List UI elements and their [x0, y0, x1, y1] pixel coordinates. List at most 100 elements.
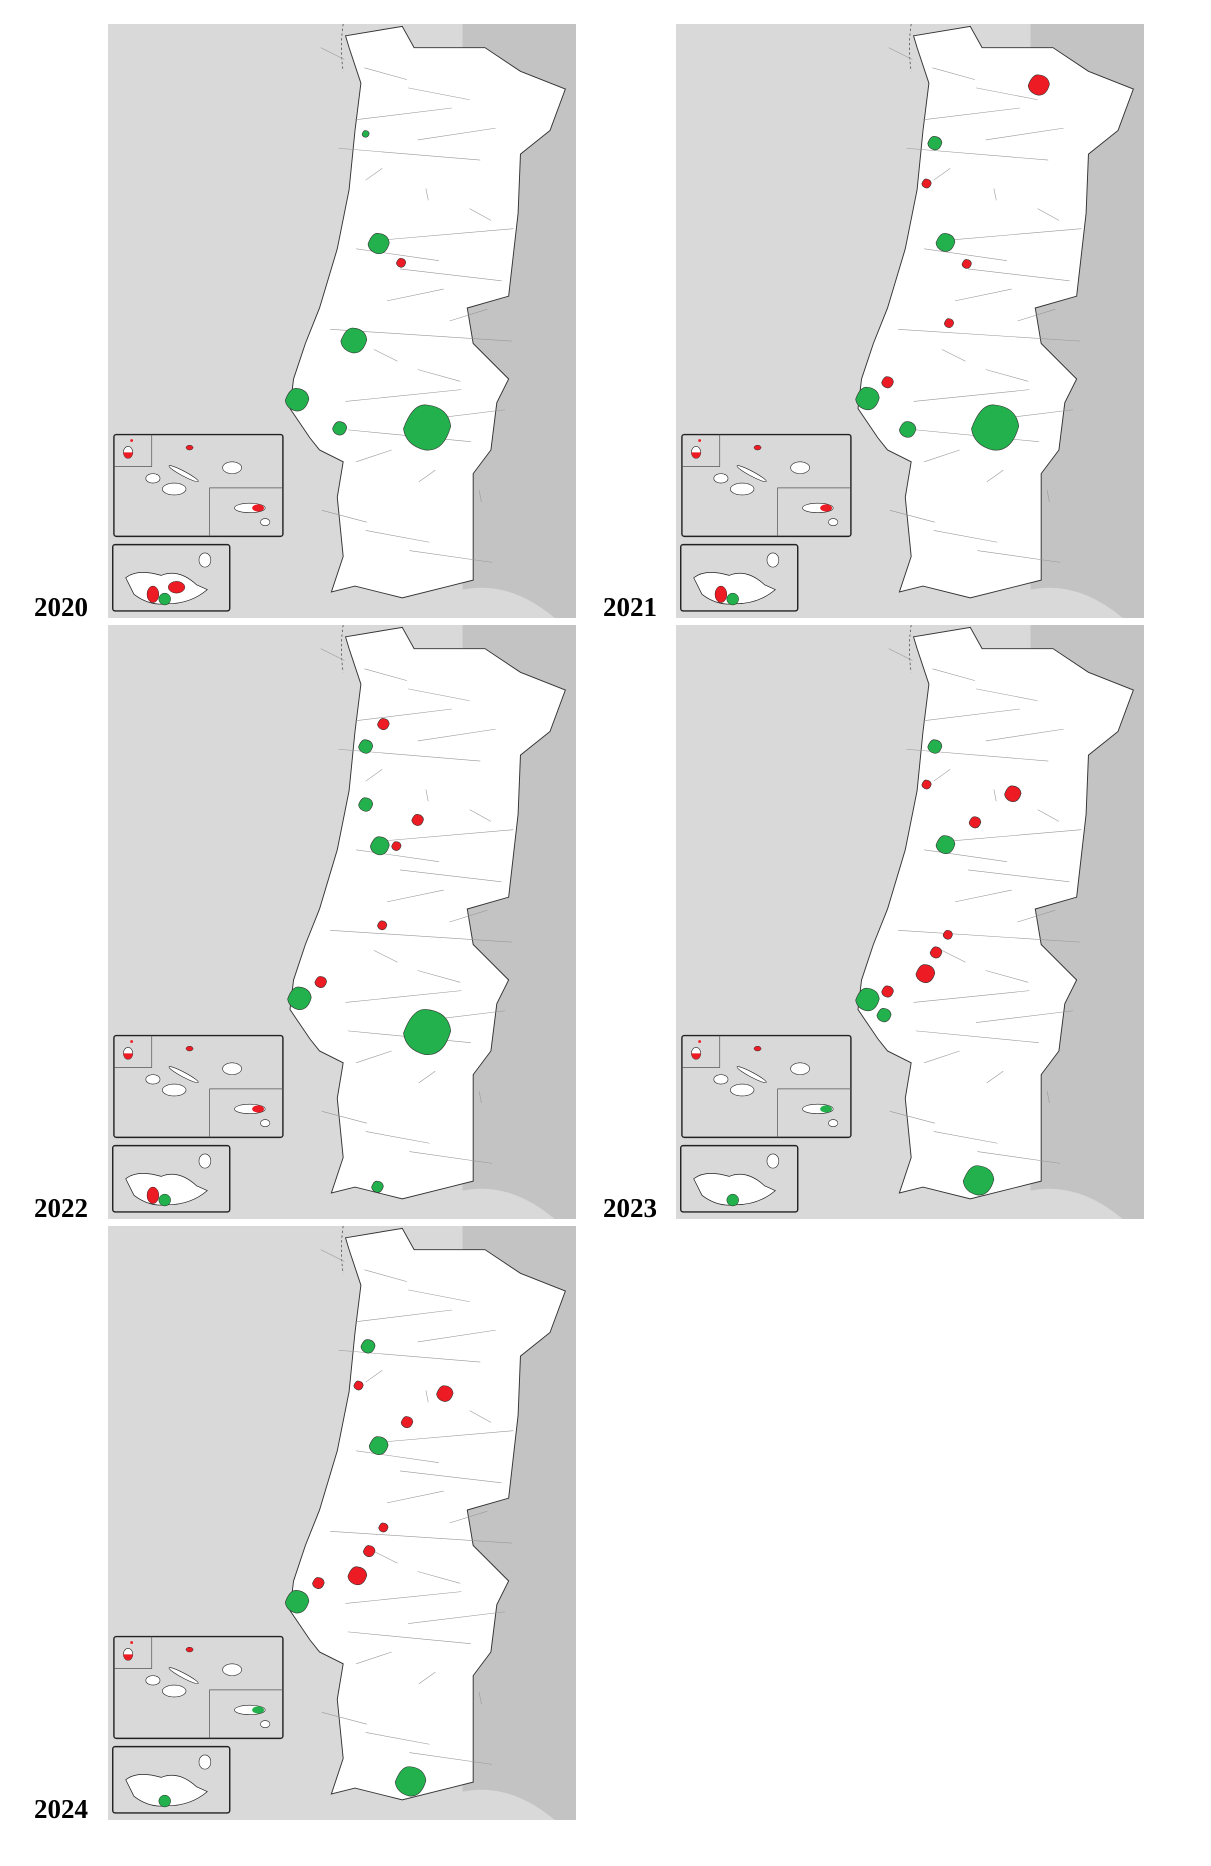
- municipality-boundary: [399, 1470, 502, 1484]
- inset-divider: [209, 1088, 283, 1138]
- municipality-red: [1004, 785, 1022, 803]
- municipality-green: [284, 388, 310, 412]
- municipality-boundary: [321, 510, 367, 523]
- municipality-green: [158, 1794, 171, 1808]
- municipality-boundary: [469, 1410, 492, 1423]
- municipality-green: [855, 386, 880, 411]
- municipality-red: [921, 178, 932, 189]
- municipality-boundary: [345, 1591, 462, 1604]
- municipality-boundary: [386, 889, 444, 903]
- municipality-boundary: [354, 1309, 452, 1323]
- municipality-green: [368, 1436, 389, 1455]
- year-label-2022: 2022: [34, 1193, 88, 1223]
- municipality-boundary: [373, 1551, 398, 1564]
- municipality-boundary: [376, 1430, 514, 1443]
- island-sao-jorge: [736, 465, 767, 482]
- municipality-boundary: [364, 1269, 408, 1282]
- island-graciosa: [185, 445, 194, 451]
- municipality-boundary: [913, 990, 1030, 1003]
- island-corvo: [698, 439, 702, 442]
- inset-divider: [777, 487, 851, 537]
- municipality-boundary: [933, 168, 951, 181]
- municipality-boundary: [889, 1111, 935, 1124]
- municipality-boundary: [1037, 809, 1060, 822]
- municipality-boundary: [1046, 490, 1050, 503]
- municipality-red: [881, 376, 894, 389]
- municipality-boundary: [320, 648, 345, 661]
- island-pico: [162, 1083, 187, 1097]
- municipality-green: [360, 1339, 376, 1354]
- municipality-boundary: [354, 708, 452, 722]
- island-pico: [730, 482, 755, 496]
- island-terceira: [790, 1062, 810, 1075]
- municipality-boundary: [889, 510, 935, 523]
- municipality-boundary: [417, 970, 461, 983]
- municipality-boundary: [354, 107, 452, 121]
- municipality-red: [942, 929, 953, 940]
- municipality-red: [691, 1053, 701, 1060]
- municipality-green: [287, 986, 312, 1010]
- municipality-green: [370, 836, 390, 856]
- island-pico: [162, 1684, 187, 1698]
- municipality-boundary: [386, 1490, 444, 1504]
- map-panel-2023: [676, 625, 1144, 1219]
- municipality-boundary: [365, 769, 383, 782]
- inset-divider: [209, 1689, 283, 1739]
- azores-inset: [113, 1635, 284, 1740]
- island-sao-jorge: [168, 1667, 199, 1684]
- municipality-boundary: [469, 208, 492, 221]
- year-label-2021: 2021: [603, 592, 657, 622]
- municipality-boundary: [376, 228, 514, 241]
- municipality-red: [436, 1385, 454, 1402]
- municipality-red: [353, 1380, 364, 1391]
- municipality-red: [314, 976, 327, 989]
- municipality-boundary: [954, 288, 1012, 302]
- municipality-boundary: [320, 47, 345, 60]
- island-madeira: [125, 572, 208, 605]
- map-2022: [108, 625, 576, 1219]
- map-panel-2024: [108, 1226, 576, 1820]
- municipality-green: [332, 421, 348, 436]
- year-label-2023: 2023: [603, 1193, 657, 1223]
- island-corvo: [130, 1040, 134, 1043]
- municipality-boundary: [985, 728, 1064, 742]
- municipality-boundary: [408, 1611, 506, 1624]
- municipality-boundary: [1017, 909, 1056, 923]
- municipality-boundary: [976, 688, 1038, 702]
- island-corvo: [130, 439, 134, 442]
- map-2024: [108, 1226, 576, 1820]
- municipality-boundary: [364, 668, 408, 681]
- municipality-boundary: [933, 769, 951, 782]
- municipality-green: [876, 1008, 892, 1023]
- municipality-boundary: [409, 1752, 493, 1765]
- municipality-red: [881, 985, 894, 998]
- municipality-boundary: [924, 849, 1007, 862]
- municipality-boundary: [321, 1712, 367, 1725]
- border-line: [341, 24, 344, 72]
- municipality-boundary: [941, 349, 966, 362]
- island-sao-jorge: [168, 1066, 199, 1083]
- municipality-boundary: [408, 1289, 470, 1303]
- municipality-boundary: [373, 349, 398, 362]
- municipality-boundary: [356, 849, 439, 862]
- island-santa-maria: [260, 518, 271, 527]
- municipality-boundary: [924, 248, 1007, 261]
- map-2021: [676, 24, 1144, 618]
- municipality-red: [146, 1186, 160, 1204]
- municipality-boundary: [356, 248, 439, 261]
- municipality-red: [714, 585, 728, 603]
- municipality-boundary: [985, 970, 1029, 983]
- municipality-green: [820, 1105, 832, 1113]
- municipality-green: [367, 233, 390, 255]
- municipality-boundary: [365, 1732, 430, 1745]
- municipality-boundary: [345, 389, 462, 402]
- municipality-red: [820, 504, 832, 512]
- municipality-boundary: [425, 1390, 429, 1403]
- municipality-boundary: [321, 1111, 367, 1124]
- portugal-mainland: [857, 626, 1134, 1200]
- island-corvo: [698, 1040, 702, 1043]
- island-graciosa: [753, 445, 762, 451]
- municipality-boundary: [373, 950, 398, 963]
- municipality-boundary: [409, 1151, 493, 1164]
- municipality-boundary: [933, 1131, 998, 1144]
